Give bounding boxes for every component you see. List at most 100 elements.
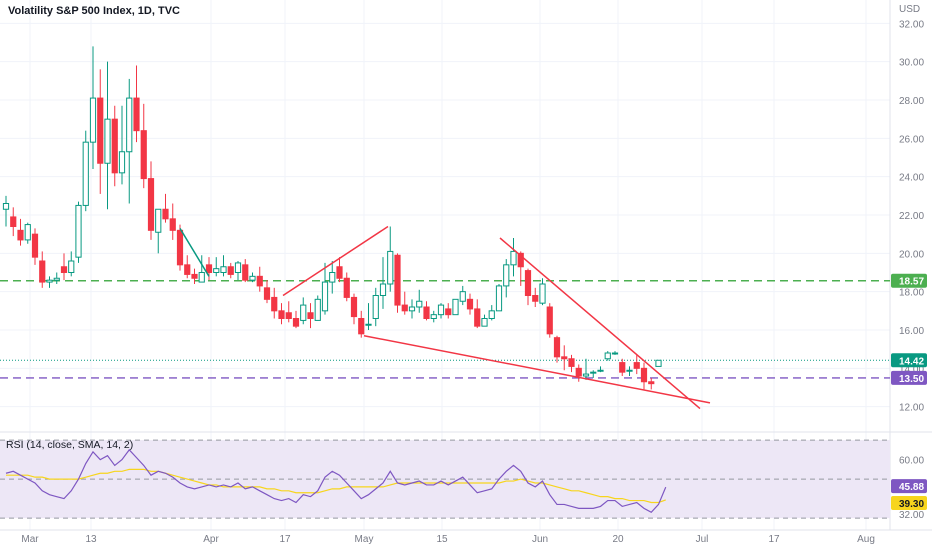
candle-body	[387, 250, 394, 285]
time-axis-tick: 20	[612, 534, 624, 545]
price-axis-tick: 18.00	[899, 288, 924, 299]
candle-body	[524, 270, 532, 297]
candle-body	[553, 337, 561, 358]
price-axis-currency: USD	[899, 4, 920, 15]
rsi-indicator-title[interactable]: RSI (14, close, SMA, 14, 2)	[6, 439, 134, 451]
candle-body	[155, 208, 162, 233]
candle-body	[292, 318, 300, 327]
candle-body	[126, 97, 133, 153]
trendline-resistance	[499, 237, 701, 410]
candle-body	[619, 362, 626, 373]
candle-body	[459, 291, 466, 302]
candle-body	[213, 268, 220, 273]
time-axis-tick: Jul	[696, 534, 709, 545]
candle-body	[140, 130, 147, 180]
candle-body	[68, 260, 75, 273]
candle-body	[97, 97, 104, 164]
candle-body	[401, 304, 408, 312]
candle-body	[466, 298, 474, 310]
candle-body	[24, 224, 31, 241]
candle-body	[597, 369, 604, 372]
price-axis-tick: 12.00	[899, 403, 924, 414]
time-axis-tick: Jun	[532, 534, 548, 545]
candle-body	[445, 308, 452, 316]
candle-body	[198, 272, 205, 283]
candle-body	[104, 118, 111, 164]
candle-body	[234, 262, 242, 273]
candle-body	[329, 272, 336, 283]
candle-body	[430, 314, 437, 319]
time-axis-tick: 17	[279, 534, 291, 545]
rsi-axis-label: 45.88	[899, 482, 924, 493]
chart-title: Volatility S&P 500 Index, 1D, TVC	[8, 5, 180, 17]
candle-body	[423, 306, 430, 319]
candle-body	[379, 283, 387, 296]
time-axis-tick: 15	[436, 534, 448, 545]
candle-body	[350, 296, 358, 318]
candle-body	[118, 151, 126, 174]
rsi-axis-label-bg	[891, 479, 927, 494]
candle-body	[227, 266, 234, 275]
candle-body	[394, 254, 401, 306]
price-axis-tick: 14.00	[899, 364, 924, 375]
candle-body	[176, 229, 184, 266]
candle-body	[82, 141, 89, 206]
price-axis-label-bg	[891, 370, 927, 385]
time-axis-tick: Mar	[21, 534, 39, 545]
candle-body	[263, 287, 271, 300]
candle-body	[452, 298, 459, 316]
candle-body	[10, 216, 17, 228]
candle-body	[184, 264, 191, 275]
candle-body	[416, 300, 423, 308]
candle-body	[17, 229, 24, 241]
candle-body	[510, 250, 517, 266]
candle-body	[648, 381, 655, 385]
candle-body	[626, 369, 633, 372]
trendlines-group	[179, 225, 711, 410]
candle-body	[191, 273, 198, 279]
candle-body	[39, 260, 46, 283]
candle-body	[256, 275, 263, 287]
candles-group	[2, 46, 662, 390]
candle-body	[481, 318, 488, 327]
candle-body	[321, 281, 329, 312]
candle-body	[517, 252, 524, 268]
candle-body	[575, 367, 582, 377]
time-axis-tick: 13	[85, 534, 97, 545]
price-axis-tick: 16.00	[899, 326, 924, 337]
rsi-axis-tick: 60.00	[899, 456, 924, 467]
candle-body	[633, 362, 640, 369]
candle-body	[111, 118, 118, 174]
candle-body	[271, 296, 278, 312]
candle-body	[307, 312, 314, 319]
price-axis-tick: 32.00	[899, 19, 924, 30]
rsi-axis-tick: 32.00	[899, 510, 924, 521]
candle-body	[60, 266, 68, 273]
time-axis-tick: Aug	[857, 534, 875, 545]
price-axis-label-bg	[891, 273, 927, 288]
time-axis-tick: 17	[768, 534, 780, 545]
candle-body	[53, 277, 60, 281]
candle-body	[75, 204, 82, 258]
time-axis-tick: May	[355, 534, 374, 545]
candle-body	[242, 264, 249, 281]
candle-body	[205, 264, 213, 274]
rsi-line	[5, 448, 667, 513]
candle-body	[488, 310, 495, 320]
candle-body	[437, 304, 445, 316]
price-axis-tick: 26.00	[899, 134, 924, 145]
candle-body	[46, 279, 53, 283]
candle-body	[249, 275, 256, 281]
candle-body	[539, 283, 546, 304]
candle-body	[147, 178, 155, 231]
candle-body	[561, 356, 568, 360]
candle-body	[640, 367, 648, 383]
candle-body	[655, 359, 662, 367]
candle-body	[89, 97, 97, 143]
candle-body	[285, 312, 292, 319]
price-axis-tick: 22.00	[899, 211, 924, 222]
rsi-sma-line	[6, 468, 666, 504]
trendline-support	[363, 335, 711, 404]
